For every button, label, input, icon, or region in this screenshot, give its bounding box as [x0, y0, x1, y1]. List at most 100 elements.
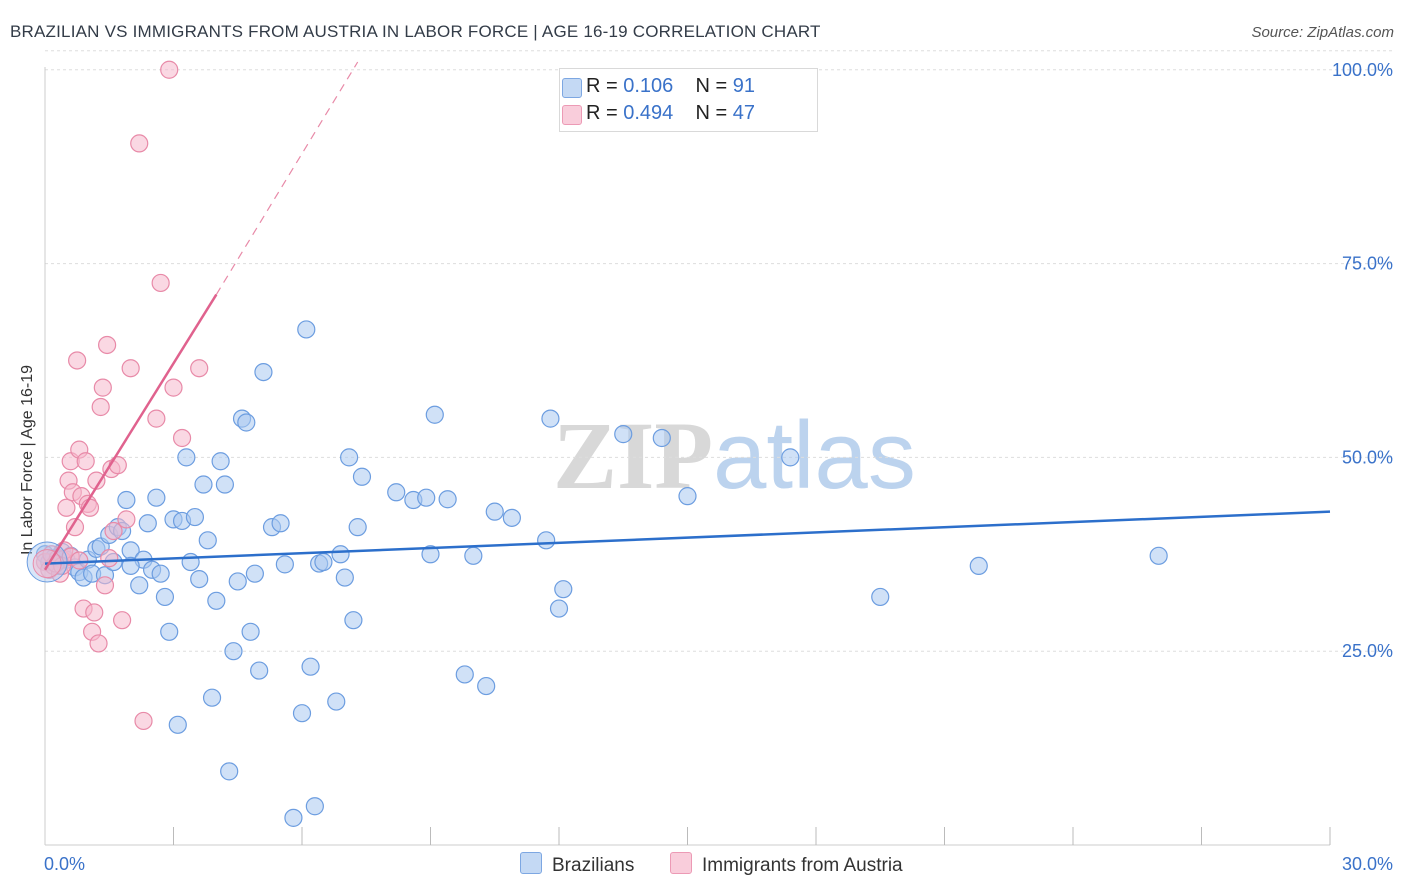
brazilian-point	[331, 545, 350, 564]
brazilian-point	[198, 531, 217, 550]
legend-swatch-pink	[670, 852, 692, 874]
brazilian-point	[417, 488, 436, 507]
brazilian-point	[211, 452, 230, 471]
brazilian-point	[314, 552, 333, 572]
austria-point	[89, 634, 108, 653]
austria-point	[95, 576, 115, 595]
correlation-legend: R = 0.106 N = 91 R = 0.494 N = 47	[559, 68, 818, 132]
axes	[44, 67, 1331, 846]
brazilian-point	[652, 428, 671, 448]
austria-point	[76, 452, 95, 471]
trend-lines	[43, 61, 1331, 571]
brazilian-point	[284, 808, 303, 827]
austria-point	[151, 273, 170, 293]
legend-label-austria: Immigrants from Austria	[702, 855, 903, 876]
brazilian-point	[554, 580, 573, 599]
chart-title: BRAZILIAN VS IMMIGRANTS FROM AUSTRIA IN …	[10, 22, 821, 41]
brazilian-point	[250, 661, 269, 680]
brazilian-point	[121, 556, 140, 576]
brazilian-point	[614, 425, 633, 444]
legend-r-label: R =	[586, 102, 618, 124]
brazilian-point	[181, 552, 200, 572]
brazilian-point	[254, 362, 273, 382]
brazilian-point	[117, 490, 136, 510]
legend-n-label: N =	[695, 75, 728, 97]
austria-point	[93, 378, 112, 397]
austria-point	[164, 378, 183, 397]
brazilian-point	[871, 587, 890, 607]
austria-point	[91, 397, 110, 417]
austria-point	[68, 351, 87, 370]
legend-item-brazilians: Brazilians	[520, 852, 634, 877]
legend-n-label: N =	[695, 102, 728, 124]
brazilian-point	[275, 555, 294, 574]
austria-trend-line-extension	[215, 61, 359, 295]
brazilian-point	[220, 762, 239, 781]
brazilian-point	[297, 320, 316, 339]
tick-labels: 25.0% 50.0% 75.0% 100.0% 0.0% 30.0%	[44, 60, 1393, 874]
legend-r-label: R =	[586, 75, 618, 97]
legend-row-brazilians: R = 0.106 N = 91	[562, 75, 756, 98]
legend-item-austria: Immigrants from Austria	[670, 852, 903, 877]
austria-point	[108, 456, 127, 475]
y-tick-label: 75.0%	[1342, 254, 1393, 274]
austria-point	[130, 134, 149, 153]
legend-r-value: 0.106	[623, 75, 674, 97]
brazilian-point	[271, 514, 290, 533]
brazilian-point	[421, 545, 440, 564]
brazilian-point	[541, 409, 560, 428]
austria-point	[98, 335, 117, 355]
legend-label-brazilians: Brazilians	[552, 855, 635, 876]
brazilian-point	[969, 556, 988, 576]
legend-n-value: 91	[732, 75, 756, 97]
brazilian-point	[177, 448, 196, 467]
brazilian-point	[340, 448, 359, 467]
austria-point	[190, 359, 209, 378]
brazilian-point	[237, 413, 256, 432]
austria-point	[57, 498, 76, 517]
brazilian-point	[228, 572, 247, 591]
austria-point	[117, 510, 136, 529]
brazilian-point	[130, 576, 149, 595]
austria-point	[160, 60, 179, 79]
legend-row-austria: R = 0.494 N = 47	[562, 102, 756, 125]
brazilian-point	[241, 622, 260, 641]
austria-point	[104, 521, 123, 541]
austria-point	[100, 549, 119, 568]
legend-n-value: 47	[732, 102, 756, 124]
brazilian-point	[168, 715, 187, 734]
brazilians-trend-line	[44, 510, 1331, 565]
brazilian-point	[305, 797, 324, 816]
legend-swatch-blue	[562, 78, 582, 98]
brazilian-point	[245, 564, 264, 583]
data-points	[26, 60, 1168, 827]
brazilian-point	[160, 622, 179, 641]
brazilian-point	[477, 676, 496, 696]
austria-point	[121, 359, 140, 378]
brazilian-point	[215, 475, 234, 494]
brazilian-point	[147, 488, 166, 507]
austria-trend-line	[43, 293, 218, 571]
austria-point	[70, 551, 89, 570]
legend-r-value: 0.494	[623, 102, 674, 124]
brazilian-point	[387, 483, 406, 502]
brazilian-point	[348, 518, 367, 537]
y-tick-label: 50.0%	[1342, 447, 1393, 467]
brazilian-point	[190, 569, 209, 589]
brazilian-point	[352, 467, 372, 486]
brazilian-point	[194, 475, 213, 494]
x-tick-label-min: 0.0%	[44, 854, 85, 874]
austria-point	[112, 611, 132, 630]
y-tick-label: 100.0%	[1332, 60, 1393, 80]
brazilian-point	[425, 405, 444, 424]
legend-swatch-pink	[562, 105, 582, 125]
brazilian-point	[185, 507, 205, 527]
brazilian-point	[207, 591, 226, 610]
brazilian-point	[537, 531, 556, 550]
brazilian-point	[327, 692, 346, 711]
brazilian-point	[485, 502, 504, 521]
austria-point	[134, 711, 153, 731]
brazilian-point	[678, 487, 697, 506]
brazilian-point	[549, 599, 569, 618]
